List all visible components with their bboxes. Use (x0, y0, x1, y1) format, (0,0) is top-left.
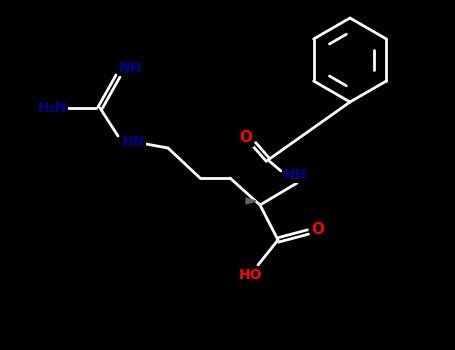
Polygon shape (246, 198, 256, 204)
Text: O: O (239, 131, 253, 146)
Text: NH: NH (118, 61, 142, 75)
Text: NH: NH (283, 168, 307, 182)
Text: HO: HO (238, 268, 262, 282)
Text: HN: HN (121, 135, 145, 149)
Text: H₂N: H₂N (37, 101, 66, 115)
Text: O: O (312, 223, 324, 238)
